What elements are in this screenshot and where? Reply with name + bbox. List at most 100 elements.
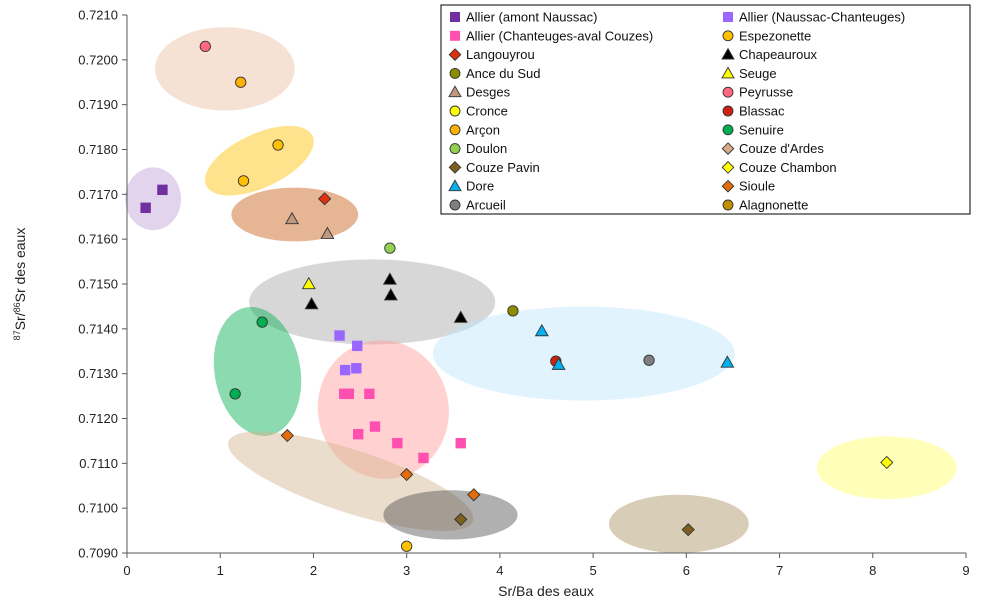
legend-label-9: Peyrusse (739, 85, 793, 100)
point-13-1 (229, 388, 241, 400)
legend-label-1: Allier (Naussac-Chanteuges) (739, 10, 905, 25)
legend-label-6: Ance du Sud (466, 66, 540, 81)
x-ticks: 0 1 2 3 4 5 6 7 8 9 (123, 553, 970, 578)
legend-marker-16 (448, 161, 462, 174)
legend-label-3: Espezonette (739, 28, 811, 43)
point-18-2 (720, 355, 735, 368)
legend-marker-6 (449, 67, 461, 79)
point-2-7 (455, 437, 466, 449)
legend-marker-7 (721, 66, 735, 79)
legend-marker-5 (721, 47, 735, 60)
legend-marker-10 (449, 105, 461, 117)
point-6-0 (507, 305, 519, 317)
legend-label-14: Doulon (466, 141, 507, 156)
data-points (140, 40, 894, 552)
legend-label-18: Dore (466, 179, 494, 194)
point-17-0 (880, 455, 894, 470)
point-12-0 (235, 76, 247, 88)
legend-label-10: Cronce (466, 104, 508, 119)
point-5-1 (382, 272, 397, 285)
legend-box (440, 4, 971, 215)
y-tick-label: 0.7130 (78, 366, 118, 381)
point-16-0 (454, 512, 468, 526)
group-ellipse-0 (154, 27, 295, 111)
y-tick-label: 0.7120 (78, 411, 118, 426)
x-tick-label: 1 (217, 563, 224, 578)
legend: Allier (amont Naussac) Allier (Naussac-Ch… (440, 4, 971, 215)
group-ellipse-3 (231, 187, 359, 242)
group-ellipse-5 (213, 306, 302, 436)
group-ellipse-1 (204, 125, 314, 196)
y-tick-label: 0.7190 (78, 97, 118, 112)
legend-marker-12 (449, 124, 461, 136)
legend-label-4: Langouyrou (466, 47, 535, 62)
y-tick-label: 0.7150 (78, 277, 118, 292)
legend-label-16: Couze Pavin (466, 160, 540, 175)
point-14-0 (384, 242, 396, 254)
point-19-0 (280, 428, 294, 443)
group-ellipse-9 (383, 490, 518, 540)
point-1-2 (339, 364, 351, 376)
legend-label-2: Allier (Chanteuges-aval Couzes) (466, 28, 653, 43)
point-13-0 (256, 316, 268, 328)
point-18-0 (534, 323, 549, 337)
point-1-3 (351, 363, 362, 374)
point-2-5 (392, 437, 403, 449)
y-tick-label: 0.7210 (78, 8, 118, 23)
y-tick-label: 0.7110 (79, 456, 118, 471)
x-tick-label: 8 (869, 563, 876, 578)
point-19-1 (400, 467, 414, 482)
legend-label-11: Blassac (739, 104, 785, 119)
legend-label-15: Couze d'Ardes (739, 141, 824, 156)
legend-marker-3 (722, 30, 734, 42)
legend-marker-21 (722, 199, 734, 211)
point-1-0 (334, 330, 345, 341)
point-0-0 (140, 202, 151, 213)
legend-label-12: Arçon (466, 122, 500, 137)
group-ellipse-10 (608, 494, 749, 553)
point-3-1 (237, 175, 250, 187)
point-4-0 (318, 192, 332, 206)
legend-label-21: Alagnonette (739, 198, 808, 213)
legend-marker-1 (723, 12, 733, 22)
x-tick-label: 3 (403, 563, 410, 578)
y-tick-label: 0.7170 (78, 187, 118, 202)
legend-marker-13 (722, 124, 734, 136)
x-tick-label: 7 (776, 563, 783, 578)
y-tick-label: 0.7160 (78, 232, 118, 247)
x-tick-label: 2 (310, 563, 317, 578)
point-7-0 (301, 276, 316, 290)
point-3-0 (272, 139, 284, 151)
point-3-2 (401, 540, 413, 552)
legend-label-5: Chapeauroux (739, 47, 818, 62)
y-axis-title: 87Sr/86Sr des eaux (12, 228, 28, 341)
legend-label-17: Couze Chambon (739, 160, 837, 175)
legend-marker-20 (449, 199, 461, 211)
point-9-0 (199, 40, 211, 53)
legend-marker-8 (448, 85, 462, 98)
x-tick-label: 9 (962, 563, 969, 578)
y-tick-label: 0.7140 (78, 321, 118, 336)
legend-marker-19 (721, 179, 735, 193)
point-2-4 (369, 421, 381, 432)
x-tick-label: 6 (683, 563, 690, 578)
point-2-2 (364, 388, 375, 400)
y-tick-label: 0.7090 (78, 546, 118, 561)
point-20-0 (643, 354, 655, 366)
legend-label-7: Seuge (739, 66, 777, 81)
y-tick-label: 0.7100 (78, 501, 118, 516)
point-2-1 (343, 388, 355, 400)
point-19-2 (467, 488, 481, 502)
x-tick-label: 0 (123, 563, 130, 578)
point-1-1 (352, 340, 363, 352)
y-ticks: 0.7090 0.7100 0.7110 0.7120 0.7130 0.7140 0.71… (78, 8, 127, 561)
point-5-2 (383, 288, 398, 301)
legend-marker-0 (450, 12, 460, 22)
x-tick-label: 5 (589, 563, 596, 578)
point-2-6 (418, 452, 429, 464)
point-0-1 (157, 184, 168, 196)
legend-label-8: Desges (466, 85, 511, 100)
legend-marker-18 (448, 179, 462, 192)
legend-marker-15 (721, 142, 735, 155)
